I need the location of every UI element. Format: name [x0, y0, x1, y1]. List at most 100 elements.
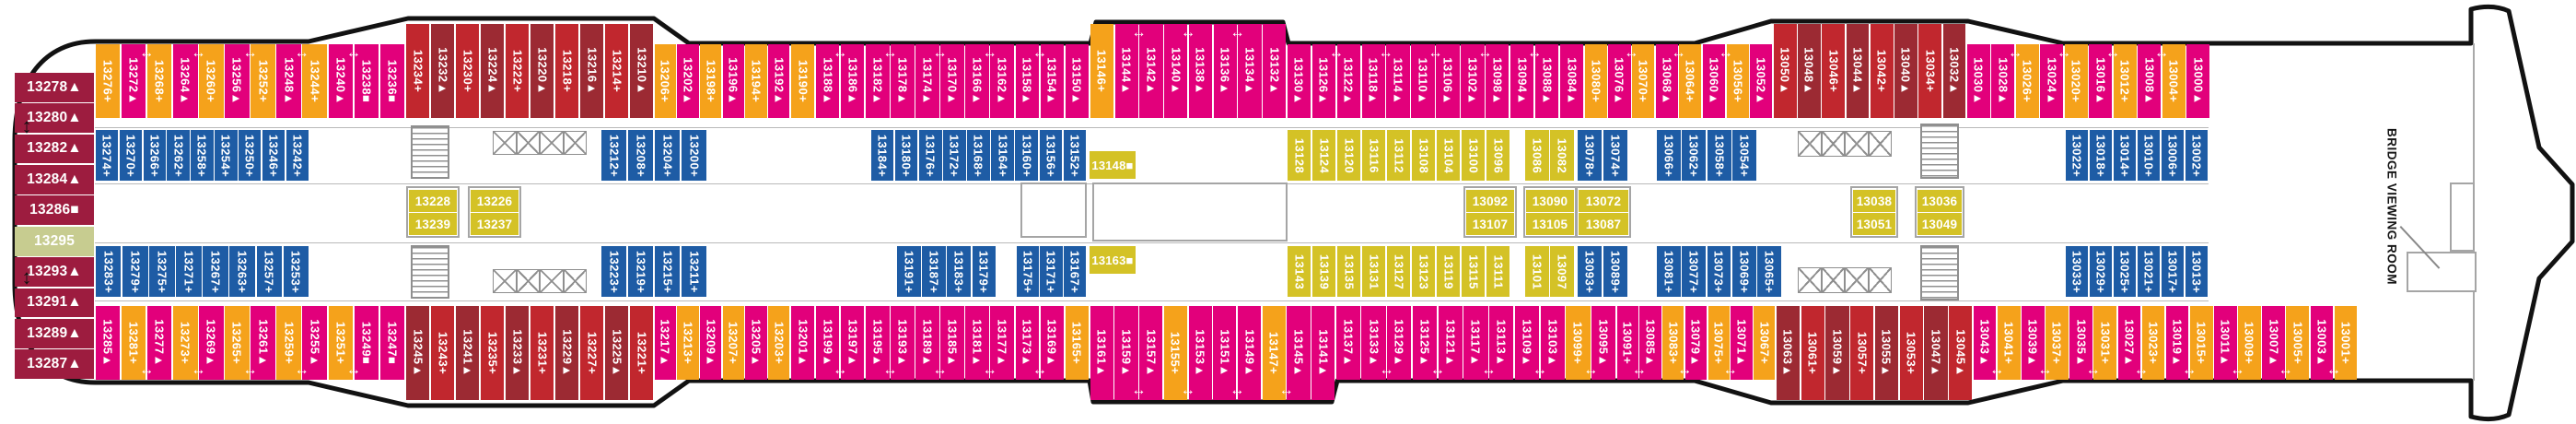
cabin-number: 13124: [1317, 137, 1331, 173]
elevator-icon: [1821, 131, 1845, 157]
connecting-door-arrow-icon: ↔: [2154, 45, 2169, 61]
cabin-number: 13021+: [2141, 250, 2156, 293]
cabin-13285: 13285▲: [95, 306, 121, 380]
connecting-door-arrow-icon: ↔: [1624, 45, 1639, 61]
connecting-door-arrow-icon: ↔: [2105, 45, 2120, 61]
cabin-13008: 13008▲: [2138, 44, 2162, 118]
cabin-number: 13133▲: [1367, 319, 1381, 367]
cabin-number: 13060▲: [1707, 57, 1721, 105]
cabin-number: 13279+: [128, 250, 143, 293]
cabin-13169: 13169▲: [1040, 306, 1065, 380]
cabin-13131: 13131: [1361, 246, 1386, 297]
cabin-13068: 13068▲: [1655, 44, 1678, 118]
cabin-number: 13248▲: [282, 57, 297, 105]
cabin-13140: 13140▲: [1164, 24, 1188, 118]
cabin-number: 13224▲: [485, 47, 499, 95]
cabin-13057: 13057+: [1850, 306, 1874, 400]
cabin-number: 13143: [1292, 253, 1306, 289]
cabin-number: 13043▲: [1977, 319, 1992, 367]
cabin-number: 13250+: [242, 134, 257, 177]
cabin-13128: 13128: [1287, 130, 1311, 181]
cabin-13069: 13069+: [1731, 246, 1756, 297]
connecting-door-arrow-icon: ↔: [1278, 383, 1294, 398]
cabin-13041: 13041+: [1997, 306, 2021, 380]
cabin-number: 13150▲: [1069, 57, 1084, 105]
cabin-13146: 13146+: [1090, 24, 1113, 118]
cabin-13208: 13208+: [627, 130, 654, 181]
cabin-number: 13214+: [610, 49, 624, 93]
cabin-number: 13269▲: [204, 319, 218, 367]
cabin-number: 13184+: [875, 134, 890, 177]
cabin-13205: 13205▲: [745, 306, 767, 380]
cabin-13284: 13284▲: [15, 164, 94, 194]
cabin-number: 13167+: [1067, 250, 1082, 293]
cabin-13136: 13136▲: [1213, 24, 1237, 118]
cabin-13199: 13199▲: [815, 306, 840, 380]
cabin-13061: 13061+: [1801, 306, 1824, 400]
cabin-13023: 13023+: [2141, 306, 2165, 380]
cabin-number: 13152+: [1067, 134, 1082, 177]
cabin-13110: 13110▲: [1411, 44, 1435, 118]
cabin-number: 13147+: [1266, 331, 1281, 375]
cabin-13054: 13054+: [1732, 130, 1757, 181]
cabin-13156: 13156+: [1039, 130, 1063, 181]
cabin-number: 13017+: [2165, 250, 2180, 293]
cabin-number: 13179+: [976, 250, 991, 293]
cabin-number: 13006+: [2165, 134, 2180, 177]
cabin-number: 13204+: [660, 134, 674, 177]
cabin-13171: 13171+: [1040, 246, 1063, 297]
cabin-13231: 13231+: [530, 306, 554, 400]
cabin-13049: 13049: [1917, 213, 1962, 235]
cabin-13127: 13127: [1386, 246, 1411, 297]
connecting-door-arrow-icon: ↔: [1131, 25, 1147, 41]
cabin-number: 13118▲: [1366, 57, 1381, 105]
cabin-13212: 13212+: [600, 130, 627, 181]
cabin-13141: 13141▲: [1311, 306, 1335, 400]
cabin-number: 13085▲: [1643, 319, 1658, 367]
connecting-door-arrow-icon: ↔: [1131, 383, 1147, 398]
cabin-13139: 13139: [1311, 246, 1336, 297]
cabin-13001: 13001+: [2334, 306, 2358, 380]
cabin-number: 13207+: [726, 321, 740, 365]
cabin-13243: 13243+: [430, 306, 455, 400]
cabin-13026: 13026+: [2015, 44, 2039, 118]
cabin-number: 13176+: [923, 134, 938, 177]
cabin-13269: 13269▲: [199, 306, 224, 380]
cabin-number: 13137▲: [1341, 319, 1356, 367]
connecting-door-arrow-icon: ↔: [139, 362, 155, 378]
cabin-13090: 13090: [1526, 190, 1574, 212]
cabin-13077: 13077+: [1682, 246, 1707, 297]
cabin-13000: 13000▲: [2186, 44, 2210, 118]
cabin-13053: 13053+: [1899, 306, 1923, 400]
connecting-door-arrow-icon: ↔: [982, 45, 997, 61]
cabin-13143: 13143: [1287, 246, 1311, 297]
cabin-13070: 13070+: [1632, 44, 1655, 118]
cabin-13224: 13224▲: [480, 24, 505, 118]
stairs-icon: [411, 125, 449, 179]
cabin-13276: 13276+: [95, 44, 121, 118]
cabin-number: 13282▲: [27, 140, 82, 157]
cabin-number: 13044▲: [1850, 47, 1865, 95]
cabin-number: 13070+: [1636, 59, 1650, 103]
cabin-number: 13289▲: [27, 324, 82, 341]
cabin-number: 13079▲: [1688, 319, 1703, 367]
connecting-door-arrow-icon: ↔: [345, 45, 361, 61]
cabin-number: 13195▲: [870, 319, 885, 367]
cabin-number: 13028▲: [1996, 57, 2011, 105]
cabin-13207: 13207+: [722, 306, 744, 380]
cabin-13247: 13247■: [379, 306, 405, 380]
cabin-number: 13062+: [1686, 134, 1701, 177]
cabin-13252: 13252+: [251, 44, 275, 118]
cabin-number: 13155+: [1168, 331, 1183, 375]
cabin-number: 13096: [1491, 137, 1505, 173]
cabin-13278: 13278▲: [15, 72, 94, 102]
cabin-13084: 13084▲: [1559, 44, 1584, 118]
connecting-door-arrow-icon: ↔: [2037, 362, 2053, 378]
cabin-number: 13087: [1585, 217, 1622, 231]
cabin-number: 13208+: [634, 134, 647, 177]
cabin-13179: 13179+: [972, 246, 997, 297]
cabin-13118: 13118▲: [1361, 44, 1385, 118]
cabin-number: 13257+: [262, 250, 276, 293]
cabin-13149: 13149▲: [1237, 306, 1262, 400]
